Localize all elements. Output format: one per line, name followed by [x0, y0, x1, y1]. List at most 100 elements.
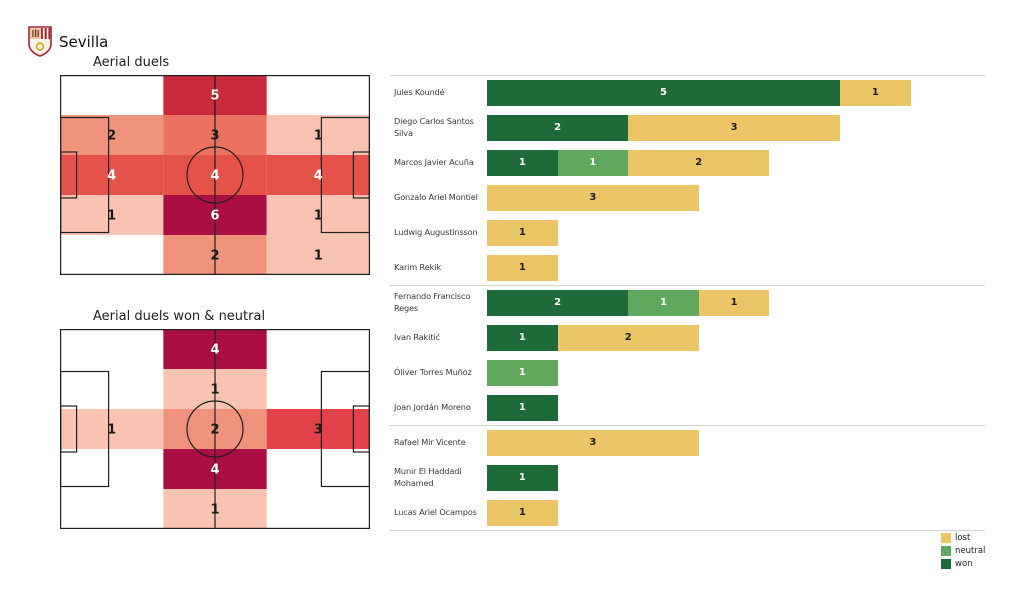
player-row: Óliver Torres Muñoz 1: [390, 355, 985, 390]
legend-item-neutral: neutral: [941, 544, 985, 557]
player-name: Lucas Ariel Ocampos: [394, 506, 477, 517]
bar-segment-lost: 1: [840, 79, 911, 106]
bar-segment-won: 5: [487, 79, 840, 106]
heat-zone-value: 1: [314, 249, 323, 264]
player-row: Joan Jordán Moreno 1: [390, 390, 985, 425]
heat-zone: [60, 409, 164, 449]
legend-swatch-won: [941, 558, 951, 569]
heat-zone-value: 4: [210, 343, 219, 358]
bar-segment-won: 1: [487, 464, 558, 491]
bar-segment-lost: 1: [487, 254, 558, 281]
player-name: Munir El Haddadi Mohamed: [394, 466, 462, 488]
player-name: Fernando Francisco Reges: [394, 291, 471, 313]
bar-stack: 1: [487, 499, 558, 526]
bar-segment-lost: 1: [487, 499, 558, 526]
heat-zone: [60, 195, 164, 235]
bar-segment-won: 2: [487, 114, 629, 141]
heat-zone-value: 1: [210, 503, 219, 518]
chart-legend: lost neutral won: [941, 531, 985, 570]
player-row: Lucas Ariel Ocampos 1: [390, 495, 985, 530]
legend-swatch-lost: [941, 532, 951, 543]
bar-stack: 1: [487, 394, 558, 421]
bar-segment-lost: 3: [487, 429, 699, 456]
pitch-border: [60, 329, 370, 529]
player-name: Joan Jordán Moreno: [394, 401, 471, 412]
heat-zone-value: 1: [107, 423, 116, 438]
bar-segment-neutral: 1: [557, 149, 629, 176]
sevilla-crest-logo: [28, 26, 52, 57]
heat-zone: [266, 235, 370, 275]
bar-stack: 1: [487, 254, 558, 281]
group-separator-line: [390, 75, 985, 76]
player-row: Jules Koundé 5 1: [390, 75, 985, 110]
heat-zone-value: 3: [314, 423, 323, 438]
heat-zone-value: 3: [210, 129, 219, 144]
bar-segment-neutral: 1: [487, 359, 558, 386]
heat-zone: [60, 155, 164, 195]
duels-stacked-bar-chart: Jules Koundé 5 1 Diego Carlos Santos Silva 2…: [390, 75, 985, 531]
bar-stack: 1: [487, 464, 558, 491]
heat-zone-value: 4: [314, 169, 323, 184]
player-name: Diego Carlos Santos Silva: [394, 116, 474, 138]
heat-zone-value: 5: [210, 89, 219, 104]
heat-zone: [266, 195, 370, 235]
player-row: Rafael Mir Vicente 3: [390, 425, 985, 460]
heat-zone-value: 1: [210, 383, 219, 398]
aerial-duels-won-neutral-heatmap: 4 1 1 2 3 4 1: [60, 329, 370, 529]
bar-segment-neutral: 1: [628, 289, 699, 316]
team-name: Sevilla: [59, 32, 109, 51]
player-name: Marcos Javier Acuña: [394, 156, 474, 167]
heat-zone-value: 4: [107, 169, 116, 184]
player-row: Marcos Javier Acuña 1 1 2: [390, 145, 985, 180]
bar-segment-lost: 2: [628, 149, 770, 176]
group-separator-line: [390, 530, 985, 531]
heat-zone: [266, 155, 370, 195]
bar-segment-lost: 1: [698, 289, 770, 316]
player-row: Munir El Haddadi Mohamed 1: [390, 460, 985, 495]
bar-segment-won: 2: [487, 289, 629, 316]
player-name: Óliver Torres Muñoz: [394, 366, 472, 377]
group-separator-line: [390, 285, 985, 286]
player-name: Gonzalo Ariel Montiel: [394, 191, 478, 202]
legend-label-neutral: neutral: [955, 545, 986, 556]
heat-zone-value: 2: [107, 129, 116, 144]
bar-stack: 3: [487, 429, 699, 456]
player-name: Karim Rekik: [394, 261, 441, 272]
aerial-duels-heatmap: 5 2 3 1 4 4 4 1 6 1 2 1: [60, 75, 370, 275]
player-row: Gonzalo Ariel Montiel 3: [390, 180, 985, 215]
player-name: Ludwig Augustinsson: [394, 226, 478, 237]
pitch-border: [60, 75, 370, 275]
bar-segment-won: 1: [487, 149, 558, 176]
heatmap-title-aerial-duels-won-neutral: Aerial duels won & neutral: [93, 309, 266, 324]
heat-zone-value: 1: [107, 209, 116, 224]
player-name: Rafael Mir Vicente: [394, 436, 466, 447]
legend-item-lost: lost: [941, 531, 985, 544]
player-row: Diego Carlos Santos Silva 2 3: [390, 110, 985, 145]
bar-segment-lost: 2: [557, 324, 699, 351]
bar-segment-won: 1: [487, 394, 558, 421]
player-name: Ivan Rakitić: [394, 331, 440, 342]
heat-zone-value: 2: [210, 423, 219, 438]
bar-stack: 3: [487, 184, 699, 211]
player-name: Jules Koundé: [394, 86, 445, 97]
player-row: Ivan Rakitić 1 2: [390, 320, 985, 355]
player-row: Fernando Francisco Reges 2 1 1: [390, 285, 985, 320]
heat-zone-value: 4: [210, 169, 219, 184]
legend-item-won: won: [941, 557, 985, 570]
heat-zone: [60, 115, 164, 155]
legend-label-lost: lost: [955, 532, 971, 543]
heatmap-title-aerial-duels: Aerial duels: [93, 55, 170, 70]
center-circle: [186, 146, 244, 204]
bar-segment-lost: 3: [628, 114, 840, 141]
group-separator-line: [390, 425, 985, 426]
center-circle: [186, 400, 244, 458]
player-row: Ludwig Augustinsson 1: [390, 215, 985, 250]
legend-label-won: won: [955, 558, 973, 569]
bar-stack: 1: [487, 359, 558, 386]
heat-zone-value: 1: [314, 209, 323, 224]
